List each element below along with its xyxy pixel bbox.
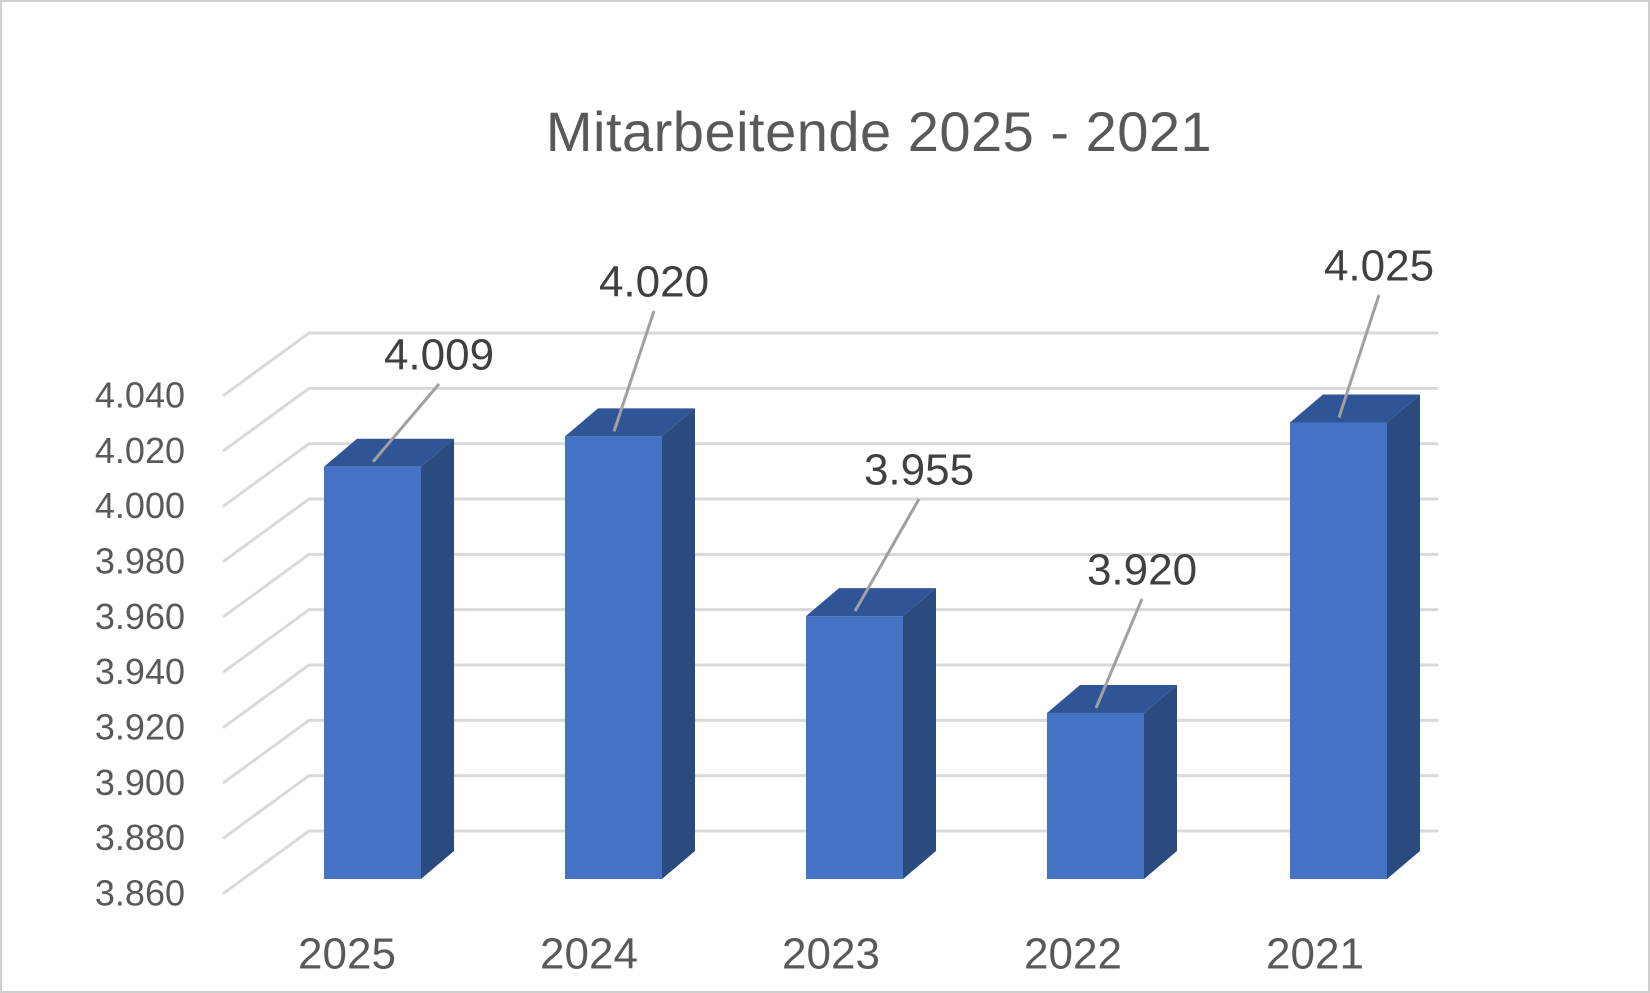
- leader-lines: [371, 294, 1381, 709]
- y-axis-tick-label: 3.900: [95, 762, 185, 803]
- data-label: 4.020: [599, 258, 709, 307]
- x-axis-tick-label: 2025: [298, 930, 396, 979]
- bar-top-face: [1047, 685, 1177, 714]
- gridline: [222, 386, 1439, 452]
- bar-2021[interactable]: [1290, 394, 1420, 879]
- gridline: [222, 552, 1439, 618]
- y-axis-tick-label: 3.860: [95, 873, 185, 914]
- y-axis-tick-label: 3.880: [95, 817, 185, 858]
- bar-top-face: [324, 438, 454, 467]
- bar-side-face: [1387, 394, 1420, 879]
- bar-2023[interactable]: [806, 588, 936, 879]
- data-label-leader-line: [612, 310, 656, 432]
- bar-top-face: [565, 408, 695, 437]
- gridline: [222, 608, 1439, 674]
- y-axis-tick-labels: 3.860 3.880 3.900 3.920 3.940 3.960 3.980 4.000…: [95, 375, 185, 914]
- bar-top-face: [1290, 394, 1420, 423]
- data-label: 4.009: [384, 331, 494, 380]
- y-axis-tick-label: 4.000: [95, 485, 185, 526]
- y-axis-tick-label: 4.040: [95, 375, 185, 416]
- x-axis-tick-labels: 2025 2024 2023 2022 2021: [298, 930, 1364, 979]
- x-axis-tick-label: 2024: [540, 930, 638, 979]
- data-label-leader-line: [371, 383, 441, 463]
- bar-side-face: [903, 588, 936, 879]
- bar-front-face: [806, 616, 903, 879]
- gridline: [222, 663, 1439, 729]
- x-axis-tick-label: 2022: [1024, 930, 1122, 979]
- y-axis-tick-label: 3.940: [95, 651, 185, 692]
- bar-2024[interactable]: [565, 408, 695, 879]
- x-axis-tick-label: 2023: [782, 930, 880, 979]
- y-axis-tick-label: 3.980: [95, 541, 185, 582]
- gridline: [222, 497, 1439, 563]
- bar-side-face: [421, 438, 454, 879]
- bar-series: [324, 394, 1420, 879]
- bar-2025[interactable]: [324, 438, 454, 879]
- bar-front-face: [324, 466, 421, 879]
- data-label: 3.955: [864, 446, 974, 495]
- data-labels: 4.009 4.020 3.955 3.920 4.025: [384, 242, 1434, 595]
- y-axis-tick-label: 3.960: [95, 596, 185, 637]
- bar-front-face: [565, 436, 662, 879]
- bar-side-face: [1144, 685, 1177, 879]
- data-label-leader-line: [1094, 598, 1144, 709]
- y-axis-tick-label: 3.920: [95, 707, 185, 748]
- bar-side-face: [662, 408, 695, 879]
- bar-front-face: [1290, 422, 1387, 879]
- gridline: [222, 331, 1439, 397]
- bar-top-face: [806, 588, 936, 617]
- chart-title: Mitarbeitende 2025 - 2021: [545, 100, 1213, 163]
- gridline: [222, 442, 1439, 508]
- bar-2022[interactable]: [1047, 685, 1177, 879]
- bar-front-face: [1047, 713, 1144, 879]
- data-label-leader-line: [853, 498, 921, 612]
- data-label-leader-line: [1337, 294, 1381, 418]
- y-axis-tick-label: 4.020: [95, 430, 185, 471]
- gridlines: [222, 331, 1439, 895]
- data-label: 3.920: [1087, 546, 1197, 595]
- data-label: 4.025: [1324, 242, 1434, 291]
- x-axis-tick-label: 2021: [1266, 930, 1364, 979]
